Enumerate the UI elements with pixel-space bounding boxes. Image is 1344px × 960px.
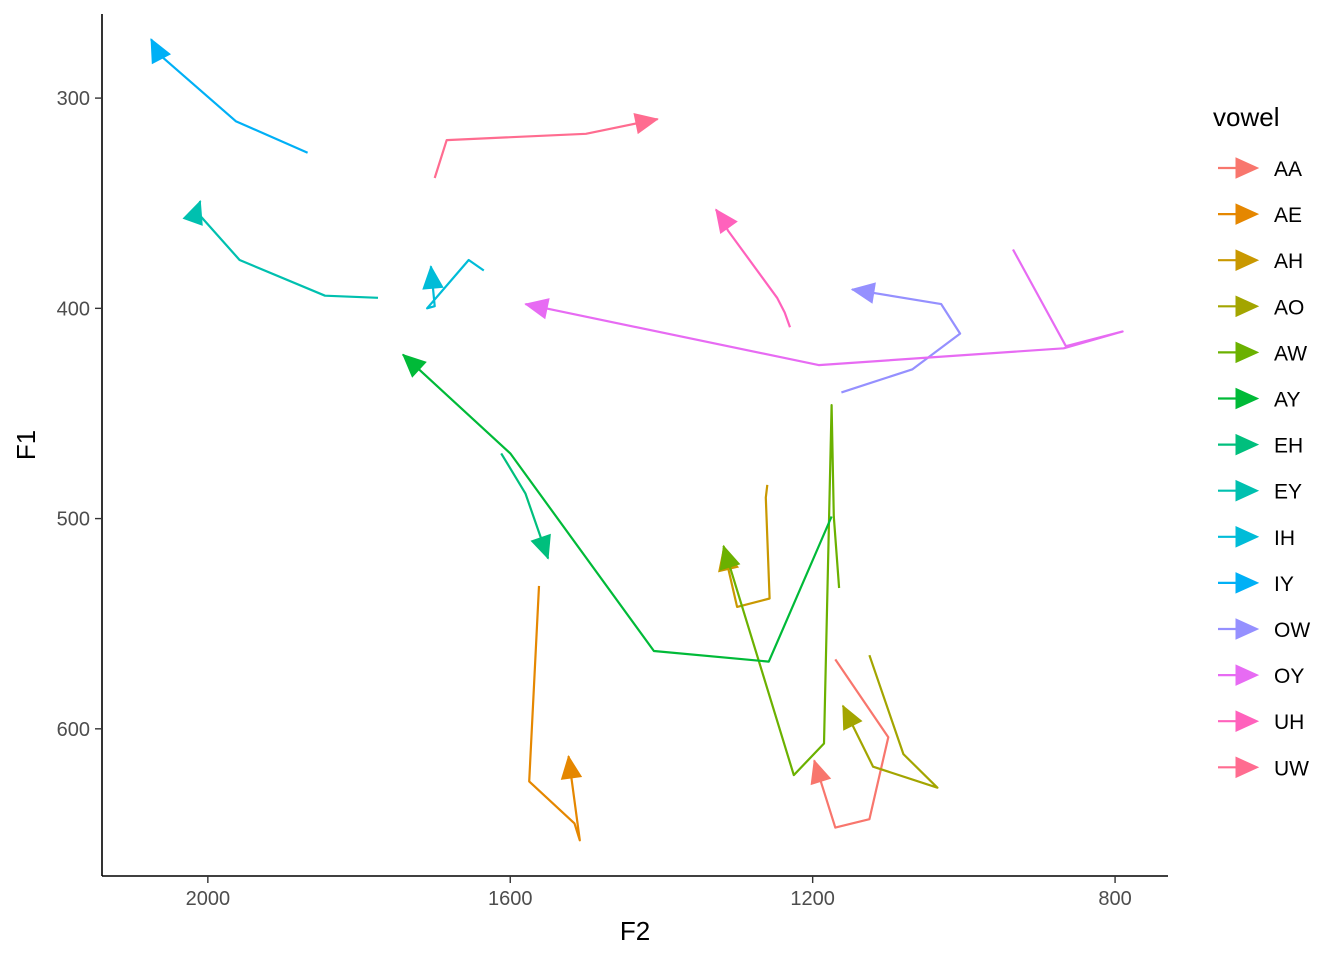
legend-label: UW bbox=[1274, 757, 1309, 780]
series-line-aw bbox=[722, 404, 841, 777]
series-arrowhead-ao bbox=[842, 704, 863, 731]
y-tick-label: 500 bbox=[57, 509, 90, 531]
legend-key-arrow bbox=[1235, 433, 1260, 456]
series-arrowhead-eh bbox=[530, 533, 551, 560]
legend-key-arrow bbox=[1235, 387, 1260, 410]
series-arrowhead-iy bbox=[150, 38, 172, 65]
series-eh bbox=[500, 452, 551, 560]
legend-key-arrow bbox=[1235, 249, 1260, 271]
y-axis-title: F1 bbox=[11, 430, 41, 460]
series-ay bbox=[402, 353, 833, 663]
legend-key-arrow bbox=[1235, 710, 1260, 732]
legend-item-aw: AW bbox=[1218, 341, 1307, 365]
legend-label: AE bbox=[1274, 204, 1302, 227]
y-tick-label: 600 bbox=[57, 719, 90, 741]
series-arrowhead-aw bbox=[719, 544, 741, 571]
series-uw bbox=[433, 113, 659, 179]
x-tick-label: 2000 bbox=[186, 888, 231, 910]
legend-item-oy: OY bbox=[1218, 664, 1304, 688]
legend-key-arrow bbox=[1235, 756, 1260, 779]
series-ey bbox=[182, 199, 379, 299]
legend: vowel AA AE AH AO AW AY EH EY IH IY OW OY UH UW bbox=[1213, 102, 1310, 780]
x-tick-label: 1200 bbox=[790, 888, 835, 910]
legend-item-ao: AO bbox=[1218, 295, 1304, 319]
legend-item-iy: IY bbox=[1218, 572, 1294, 596]
series-ih bbox=[422, 258, 485, 310]
series-line-oy bbox=[525, 248, 1124, 367]
series-line-uw bbox=[433, 118, 658, 179]
legend-key-arrow bbox=[1235, 526, 1260, 548]
legend-label: AH bbox=[1274, 250, 1303, 273]
series-ao bbox=[841, 654, 939, 789]
series-aw bbox=[719, 404, 841, 777]
series-line-ah bbox=[722, 484, 771, 609]
series-line-iy bbox=[150, 38, 309, 154]
x-axis-title: F2 bbox=[620, 916, 650, 946]
series-aa bbox=[810, 658, 890, 829]
series-arrowhead-ih bbox=[422, 265, 444, 290]
legend-item-ay: AY bbox=[1218, 387, 1300, 412]
legend-item-ah: AH bbox=[1218, 249, 1303, 273]
ticks-layer: 2000 1600 1200 800 300 400 500 600 bbox=[57, 88, 1132, 910]
y-tick-label: 300 bbox=[57, 88, 90, 110]
legend-label: AA bbox=[1274, 158, 1302, 181]
series-ow bbox=[841, 282, 962, 394]
legend-item-eh: EH bbox=[1218, 433, 1303, 458]
series-line-eh bbox=[500, 452, 550, 559]
legend-label: AW bbox=[1274, 342, 1307, 365]
series-uh bbox=[715, 208, 792, 328]
legend-key-arrow bbox=[1235, 157, 1260, 179]
legend-label: IY bbox=[1274, 573, 1294, 596]
legend-item-ae: AE bbox=[1218, 203, 1302, 227]
legend-label: IH bbox=[1274, 527, 1295, 550]
legend-key-arrow bbox=[1235, 664, 1260, 686]
legend-label: OY bbox=[1274, 665, 1304, 688]
series-arrowhead-uh bbox=[715, 208, 738, 235]
series-layer bbox=[150, 38, 1124, 842]
series-arrowhead-aa bbox=[810, 759, 832, 786]
legend-key-arrow bbox=[1235, 203, 1260, 225]
legend-label: OW bbox=[1274, 619, 1310, 642]
series-line-ow bbox=[841, 288, 962, 394]
legend-key-arrow bbox=[1235, 295, 1260, 318]
series-line-ih bbox=[426, 258, 485, 310]
legend-label: EY bbox=[1274, 481, 1302, 504]
legend-item-ow: OW bbox=[1218, 618, 1310, 642]
legend-item-aa: AA bbox=[1218, 157, 1302, 181]
legend-item-uw: UW bbox=[1218, 756, 1309, 780]
series-line-ey bbox=[195, 200, 379, 299]
legend-label: AO bbox=[1274, 296, 1304, 319]
legend-key-arrow bbox=[1235, 618, 1260, 640]
legend-key-arrow bbox=[1235, 479, 1260, 502]
series-line-ay bbox=[402, 353, 833, 663]
legend-label: EH bbox=[1274, 435, 1303, 458]
x-tick-label: 1600 bbox=[488, 888, 533, 910]
series-ae bbox=[528, 585, 583, 842]
y-tick-label: 400 bbox=[57, 298, 90, 320]
legend-key-arrow bbox=[1235, 341, 1260, 364]
series-arrowhead-ow bbox=[850, 282, 876, 304]
series-line-aa bbox=[813, 658, 890, 829]
series-line-ae bbox=[528, 585, 581, 842]
series-line-ao bbox=[841, 654, 939, 789]
legend-item-uh: UH bbox=[1218, 710, 1304, 734]
series-iy bbox=[150, 38, 309, 154]
legend-item-ih: IH bbox=[1218, 526, 1295, 550]
legend-item-ey: EY bbox=[1218, 479, 1302, 504]
series-ah bbox=[718, 484, 771, 609]
series-arrowhead-oy bbox=[524, 298, 550, 320]
series-arrowhead-ey bbox=[182, 199, 203, 226]
legend-key-arrow bbox=[1235, 572, 1260, 594]
legend-label: AY bbox=[1274, 389, 1300, 412]
series-oy bbox=[524, 248, 1124, 367]
series-arrowhead-ay bbox=[402, 353, 427, 378]
series-arrowhead-uw bbox=[633, 113, 659, 135]
x-tick-label: 800 bbox=[1098, 888, 1131, 910]
legend-label: UH bbox=[1274, 711, 1304, 734]
legend-title: vowel bbox=[1213, 102, 1279, 132]
series-arrowhead-ae bbox=[560, 755, 583, 780]
